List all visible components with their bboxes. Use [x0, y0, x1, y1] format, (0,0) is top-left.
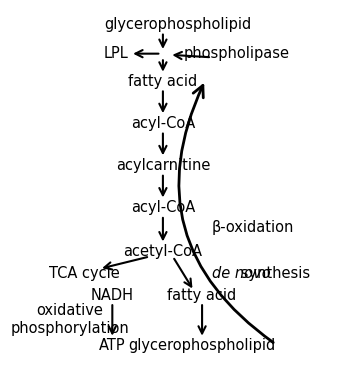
- Text: glycerophospholipid: glycerophospholipid: [104, 17, 251, 32]
- Text: LPL: LPL: [103, 46, 128, 61]
- Text: acyl-CoA: acyl-CoA: [131, 200, 195, 215]
- Text: fatty acid: fatty acid: [128, 74, 198, 88]
- Text: synthesis: synthesis: [236, 266, 310, 281]
- Text: de novo: de novo: [212, 266, 271, 281]
- FancyArrowPatch shape: [179, 86, 273, 342]
- Text: oxidative
phosphorylation: oxidative phosphorylation: [10, 303, 129, 336]
- Text: glycerophospholipid: glycerophospholipid: [129, 338, 276, 352]
- Text: TCA cycle: TCA cycle: [49, 266, 120, 281]
- Text: β-oxidation: β-oxidation: [212, 220, 294, 236]
- Text: ATP: ATP: [99, 338, 126, 352]
- Text: acetyl-CoA: acetyl-CoA: [124, 244, 202, 259]
- Text: acyl-CoA: acyl-CoA: [131, 116, 195, 131]
- Text: fatty acid: fatty acid: [168, 288, 237, 303]
- Text: NADH: NADH: [91, 288, 134, 303]
- Text: phospholipase: phospholipase: [183, 46, 289, 61]
- Text: acylcarnitine: acylcarnitine: [116, 158, 210, 173]
